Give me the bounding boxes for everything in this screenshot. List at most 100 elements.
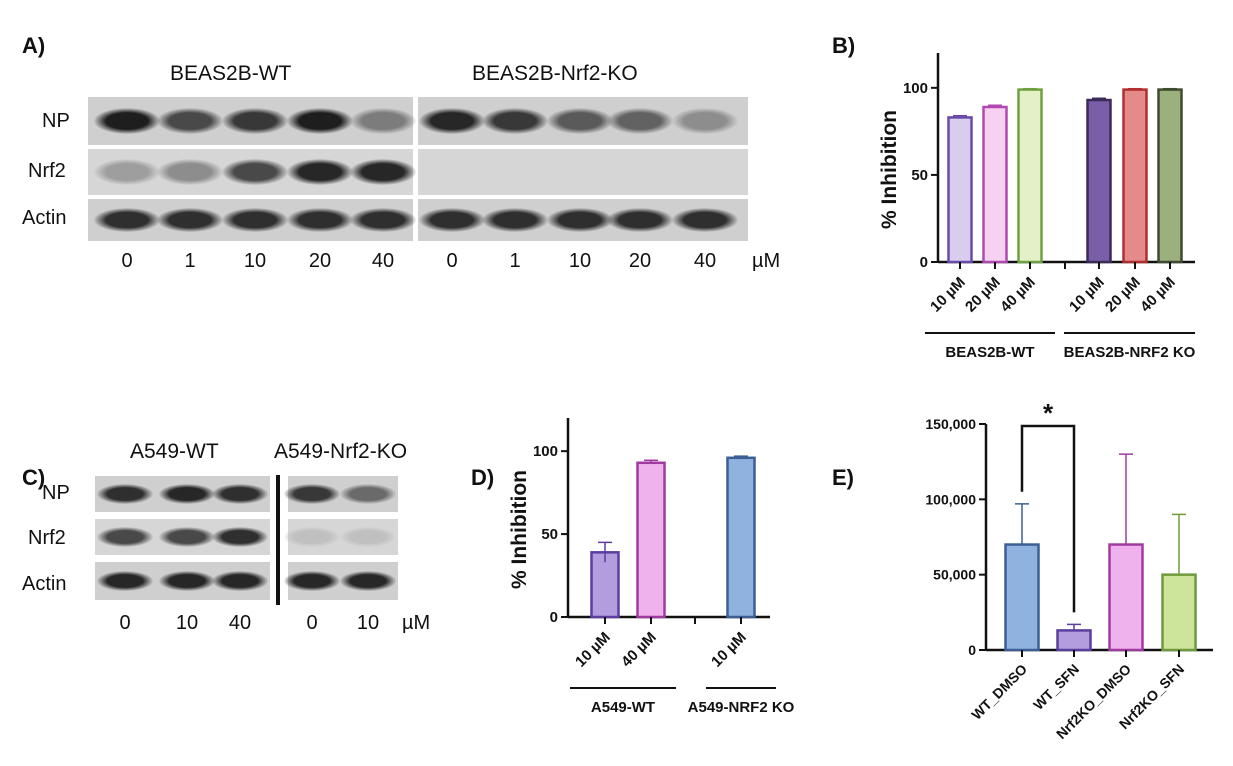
blot-c-unit: µM bbox=[402, 612, 431, 634]
blot_a-lane-label: 0 bbox=[121, 250, 133, 272]
y-axis-label: % Inhibition bbox=[878, 110, 901, 229]
blot_a-band-actin bbox=[157, 208, 223, 232]
blot_c-lane-label: 0 bbox=[306, 612, 318, 634]
x-tick-label: 20 µM bbox=[1102, 274, 1144, 316]
blot_a-band-np bbox=[157, 107, 223, 135]
blot_a-lane-label: 1 bbox=[184, 250, 196, 272]
significance-star: * bbox=[1043, 398, 1054, 428]
blot_a-band-actin bbox=[222, 208, 288, 232]
blot-a-row-nrf2: Nrf2 bbox=[28, 160, 66, 182]
blot_c-band-nrf2 bbox=[212, 527, 268, 547]
x-tick-label: WT_DMSO bbox=[968, 661, 1030, 723]
x-tick-label: WT_SFN bbox=[1030, 661, 1082, 713]
blot_a-band-nrf2 bbox=[94, 159, 160, 185]
y-tick-label: 0 bbox=[968, 642, 976, 658]
bar bbox=[1157, 88, 1183, 264]
blot_a-lane-label: 10 bbox=[568, 250, 592, 272]
blot-c-row-nrf2: Nrf2 bbox=[28, 527, 66, 549]
group-label: A549-NRF2 KO bbox=[688, 699, 795, 716]
panel-label-e: E) bbox=[832, 465, 854, 490]
blot_c-band-np bbox=[97, 484, 153, 504]
bar bbox=[726, 456, 756, 619]
blot_a-band-actin bbox=[287, 208, 353, 232]
blot_c-lane-label: 40 bbox=[228, 612, 252, 634]
y-tick-label: 50 bbox=[541, 526, 558, 543]
y-tick-label: 100 bbox=[533, 443, 558, 460]
x-tick-label: 10 µM bbox=[1066, 274, 1108, 316]
blot_c-band-actin bbox=[97, 570, 153, 592]
blot_c-band-np bbox=[159, 484, 215, 504]
blot_a-band-np bbox=[672, 107, 738, 135]
blot-c-group-ko: A549-Nrf2-KO bbox=[274, 440, 408, 463]
blot_a-band-actin bbox=[482, 208, 548, 232]
y-tick-label: 100 bbox=[903, 80, 928, 97]
panel-label-b: B) bbox=[832, 33, 856, 58]
blot_c-band-actin bbox=[284, 570, 340, 592]
blot_a-band-nrf2 bbox=[287, 159, 353, 185]
blot_c-lane-label: 0 bbox=[119, 612, 131, 634]
group-label: A549-WT bbox=[591, 699, 655, 716]
bar bbox=[1056, 629, 1092, 652]
blot_a-band-np bbox=[607, 107, 673, 135]
bar bbox=[947, 116, 973, 264]
blot_a-lane-label: 20 bbox=[628, 250, 652, 272]
panel-label-d: D) bbox=[471, 465, 495, 490]
blot_a-band-np bbox=[547, 107, 613, 135]
blot_c-band-nrf2 bbox=[284, 527, 340, 547]
blot_a-band-np bbox=[94, 107, 160, 135]
blot-a-group-ko: BEAS2B-Nrf2-KO bbox=[472, 62, 638, 85]
bar bbox=[1161, 573, 1197, 652]
blot_c-band-actin bbox=[159, 570, 215, 592]
blot_c-band-actin bbox=[212, 570, 268, 592]
y-tick-label: 0 bbox=[920, 254, 928, 271]
blot_a-lane-label: 0 bbox=[446, 250, 458, 272]
blot_a-band-actin bbox=[547, 208, 613, 232]
blot_a-band-nrf2 bbox=[157, 159, 223, 185]
blot_c-lane-label: 10 bbox=[175, 612, 199, 634]
blot_a-band-actin bbox=[350, 208, 416, 232]
x-tick-label: 10 µM bbox=[708, 629, 750, 671]
y-tick-label: 50 bbox=[911, 167, 928, 184]
panel-label-c: C) bbox=[22, 465, 46, 490]
x-tick-label: 40 µM bbox=[1137, 274, 1179, 316]
blot-c-group-wt: A549-WT bbox=[130, 440, 219, 463]
blot-c-separator bbox=[276, 475, 280, 605]
blot_a-band-actin bbox=[419, 208, 485, 232]
x-tick-label: 10 µM bbox=[927, 274, 969, 316]
bar bbox=[1108, 543, 1144, 652]
blot_a-band-np bbox=[350, 107, 416, 135]
x-tick-label: 20 µM bbox=[962, 274, 1004, 316]
significance-bracket bbox=[1020, 424, 1076, 613]
blot_c-lane-label: 10 bbox=[356, 612, 380, 634]
blot_c-band-nrf2 bbox=[97, 527, 153, 547]
blot_a-lane-label: 1 bbox=[509, 250, 521, 272]
blot_a-band-np bbox=[419, 107, 485, 135]
x-tick-label: 40 µM bbox=[997, 274, 1039, 316]
blot-a-unit: µM bbox=[752, 250, 781, 272]
y-tick-label: 0 bbox=[550, 609, 558, 626]
blot_c-band-nrf2 bbox=[340, 527, 396, 547]
bar bbox=[1086, 98, 1112, 264]
blot-c-row-np: NP bbox=[42, 482, 70, 504]
blot_c-band-actin bbox=[340, 570, 396, 592]
blot_a-band-actin bbox=[94, 208, 160, 232]
blot_a-lane-label: 20 bbox=[308, 250, 332, 272]
y-axis-label: % Inhibition bbox=[508, 470, 531, 589]
group-label: BEAS2B-WT bbox=[945, 344, 1034, 361]
blot-c-row-actin: Actin bbox=[22, 573, 67, 595]
blot_a-band-actin bbox=[672, 208, 738, 232]
y-tick-label: 50,000 bbox=[933, 567, 976, 583]
blot_a-lane-label: 40 bbox=[693, 250, 717, 272]
blot_a-band-np bbox=[482, 107, 548, 135]
blot_a-band-actin bbox=[607, 208, 673, 232]
blot_a-lane-label: 40 bbox=[371, 250, 395, 272]
blot_a-strip bbox=[418, 149, 748, 195]
blot-a-group-wt: BEAS2B-WT bbox=[170, 62, 292, 85]
group-label: BEAS2B-NRF2 KO bbox=[1064, 344, 1196, 361]
bar bbox=[590, 551, 620, 619]
blot_a-band-np bbox=[222, 107, 288, 135]
bar bbox=[636, 461, 666, 619]
bar bbox=[1122, 88, 1148, 264]
